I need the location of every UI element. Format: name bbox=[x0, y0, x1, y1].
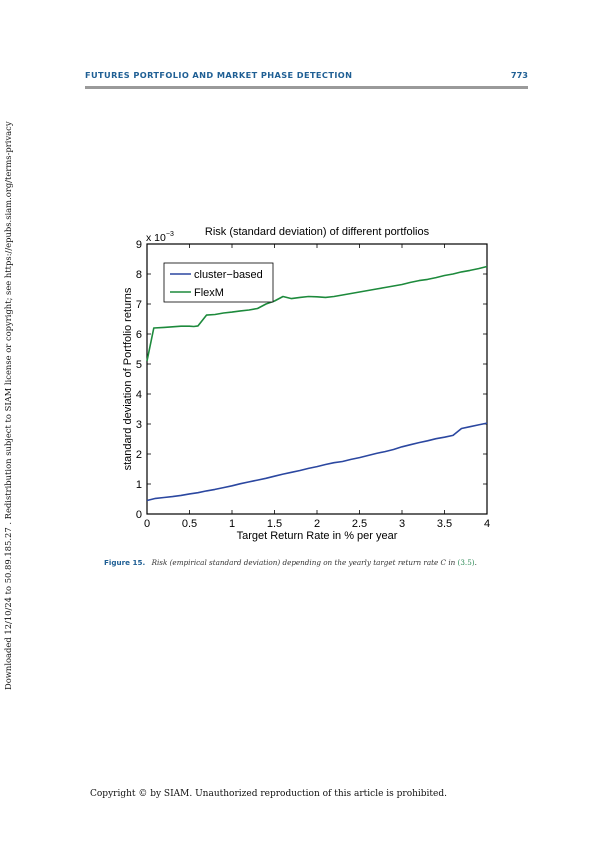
page-number: 773 bbox=[510, 70, 528, 80]
running-header: FUTURES PORTFOLIO AND MARKET PHASE DETEC… bbox=[85, 68, 528, 89]
x-tick-label: 3.5 bbox=[437, 518, 452, 530]
y-tick-label: 7 bbox=[136, 299, 142, 311]
equation-reference-link[interactable]: (3.5) bbox=[457, 558, 475, 567]
x-tick-label: 2.5 bbox=[352, 518, 367, 530]
x-tick-label: 1 bbox=[229, 518, 235, 530]
x-tick-label: 4 bbox=[484, 518, 490, 530]
legend-box bbox=[163, 262, 274, 303]
x-axis-label: Target Return Rate in % per year bbox=[237, 530, 398, 542]
y-tick-label: 1 bbox=[136, 479, 142, 491]
copyright-footer: Copyright © by SIAM. Unauthorized reprod… bbox=[90, 789, 447, 799]
y-tick-label: 4 bbox=[136, 389, 142, 401]
series-line-cluster-based bbox=[146, 422, 488, 502]
axes: 0 0.5 1 1.5 2 2.5 3 3.5 4 0 1 2 3 4 5 6 7 8 9 bbox=[136, 239, 490, 530]
chart-title: Risk (standard deviation) of different p… bbox=[205, 226, 430, 238]
y-tick-label: 2 bbox=[136, 449, 142, 461]
legend-label-cluster-based: cluster−based bbox=[194, 269, 263, 281]
legend: cluster−based FlexM bbox=[163, 262, 274, 303]
figure-caption: Figure 15. Risk (empirical standard devi… bbox=[104, 558, 477, 567]
x-tick-label: 3 bbox=[399, 518, 405, 530]
y-multiplier: x 10−3 bbox=[146, 231, 174, 244]
series-lines bbox=[146, 265, 488, 502]
y-tick-label: 0 bbox=[136, 509, 142, 521]
y-tick-label: 9 bbox=[136, 239, 142, 251]
x-tick-label: 0 bbox=[144, 518, 150, 530]
x-tick-label: 1.5 bbox=[267, 518, 282, 530]
caption-period: . bbox=[474, 558, 477, 567]
y-tick-label: 6 bbox=[136, 329, 142, 341]
y-tick-label: 8 bbox=[136, 269, 142, 281]
x-tick-label: 2 bbox=[314, 518, 320, 530]
figure-label: Figure 15. bbox=[104, 558, 146, 567]
y-tick-label: 3 bbox=[136, 419, 142, 431]
running-title: FUTURES PORTFOLIO AND MARKET PHASE DETEC… bbox=[85, 70, 353, 80]
caption-text: Risk (empirical standard deviation) depe… bbox=[151, 558, 456, 567]
y-tick-label: 5 bbox=[136, 359, 142, 371]
series-line-flexm bbox=[146, 265, 488, 362]
legend-label-flexm: FlexM bbox=[194, 287, 224, 299]
x-tick-label: 0.5 bbox=[182, 518, 197, 530]
risk-chart: Risk (standard deviation) of different p… bbox=[122, 226, 490, 542]
y-axis-label: standard deviation of Portfolio returns bbox=[122, 287, 134, 470]
